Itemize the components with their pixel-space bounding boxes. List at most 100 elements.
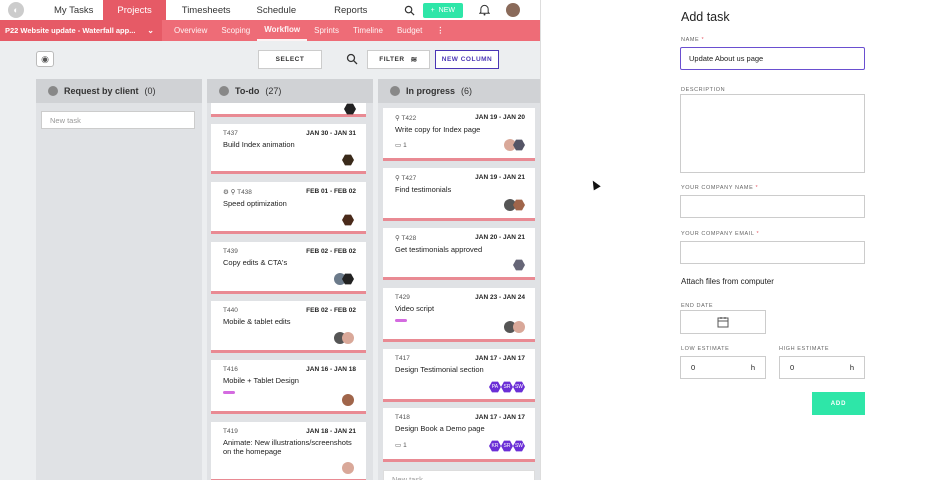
assignee-avatar: SR xyxy=(501,440,513,452)
task-title: Write copy for Index page xyxy=(395,125,481,134)
pie-icon xyxy=(219,86,229,96)
calendar-icon xyxy=(717,317,729,328)
new-task-input[interactable]: New task xyxy=(383,470,535,480)
task-id: T417 xyxy=(395,355,410,362)
assignee-avatar xyxy=(342,273,354,285)
tab-overview[interactable]: Overview xyxy=(174,26,208,35)
task-dates: JAN 19 - JAN 20 xyxy=(475,114,525,121)
more-tabs-icon[interactable]: ⋮ xyxy=(436,26,445,35)
task-card[interactable]: ⚙ ⚲ T438 FEB 01 - FEB 02 Speed optimizati… xyxy=(211,182,366,234)
task-card[interactable]: T439 FEB 02 - FEB 02 Copy edits & CTA's xyxy=(211,242,366,294)
task-id: T427 xyxy=(401,175,417,182)
task-card[interactable] xyxy=(211,103,366,117)
new-task-input[interactable]: New task xyxy=(41,111,195,129)
assignee-avatar xyxy=(513,139,525,151)
task-card[interactable]: T419 JAN 18 - JAN 21 Animate: New illustr… xyxy=(211,422,366,480)
task-id: T440 xyxy=(223,307,238,314)
task-title: Build Index animation xyxy=(223,140,295,149)
company-email-field[interactable] xyxy=(680,241,865,264)
tab-workflow[interactable]: Workflow xyxy=(257,20,308,41)
new-button[interactable]: + NEW xyxy=(422,2,463,18)
task-id: T437 xyxy=(223,130,238,137)
column-header: Request by client (0) xyxy=(36,79,202,103)
comment-number: 1 xyxy=(403,141,407,149)
task-title: Mobile & tablet edits xyxy=(223,317,291,326)
high-estimate-value: 0 xyxy=(790,363,795,372)
task-card[interactable]: ⚲ T422 JAN 19 - JAN 20 Write copy for Ind… xyxy=(383,108,535,161)
bell-icon[interactable] xyxy=(479,4,490,16)
column-count: (0) xyxy=(144,86,156,96)
new-button-label: NEW xyxy=(438,6,455,14)
task-card[interactable]: T417 JAN 17 - JAN 17 Design Testimonial s… xyxy=(383,349,535,402)
task-dates: JAN 17 - JAN 17 xyxy=(475,414,525,421)
filter-label: FILTER xyxy=(379,56,405,63)
nav-projects[interactable]: Projects xyxy=(103,0,166,20)
assignee-avatar xyxy=(513,259,525,271)
panel-title: Add task xyxy=(681,10,730,24)
task-card[interactable]: T418 JAN 17 - JAN 17 Design Book a Demo p… xyxy=(383,408,535,462)
task-id: T422 xyxy=(401,115,417,122)
task-card[interactable]: T429 JAN 23 - JAN 24 Video script xyxy=(383,288,535,342)
task-card[interactable]: T440 FEB 02 - FEB 02 Mobile & tablet edit… xyxy=(211,301,366,353)
name-label: NAME * xyxy=(681,37,705,43)
assignee-avatar xyxy=(504,199,516,211)
label-tag xyxy=(223,391,235,394)
tab-scoping[interactable]: Scoping xyxy=(221,26,251,35)
eye-icon[interactable]: ◉ xyxy=(36,51,54,67)
tab-budget[interactable]: Budget xyxy=(396,26,423,35)
description-field[interactable] xyxy=(680,94,865,173)
select-button[interactable]: SELECT xyxy=(258,50,322,69)
company-email-label: YOUR COMPANY EMAIL * xyxy=(681,231,760,237)
assignee-avatar xyxy=(504,139,516,151)
comment-number: 1 xyxy=(403,441,407,449)
end-date-label: END DATE xyxy=(681,303,714,309)
assignee-avatar xyxy=(342,332,354,344)
column-todo: To-do (27) T437 JAN 30 - JAN 31 Build Ind… xyxy=(207,79,373,480)
add-button[interactable]: ADD xyxy=(812,392,865,415)
description-label: DESCRIPTION xyxy=(681,87,726,93)
comment-count: ▭ 1 xyxy=(395,141,407,150)
tab-sprints[interactable]: Sprints xyxy=(314,26,340,35)
search-icon[interactable] xyxy=(404,5,415,16)
project-bar: P22 Website update - Waterfall app... ⌄ … xyxy=(0,20,540,41)
comment-count: ▭ 1 xyxy=(395,441,407,450)
layers-icon: ≋ xyxy=(410,55,418,64)
nav-reports[interactable]: Reports xyxy=(334,4,368,16)
assignee-avatar xyxy=(342,214,354,226)
assignee-avatar xyxy=(334,273,346,285)
task-dates: FEB 01 - FEB 02 xyxy=(306,188,356,195)
nav-my-tasks[interactable]: My Tasks xyxy=(54,4,94,16)
company-name-field[interactable] xyxy=(680,195,865,218)
project-selector[interactable]: P22 Website update - Waterfall app... ⌄ xyxy=(0,20,162,41)
attach-files-link[interactable]: Attach files from computer xyxy=(681,277,774,286)
user-avatar[interactable] xyxy=(506,3,520,17)
label-tag xyxy=(395,319,407,322)
assignee-avatar xyxy=(513,321,525,333)
task-id: T438 xyxy=(237,189,252,196)
task-card[interactable]: ⚲ T428 JAN 20 - JAN 21 Get testimonials a… xyxy=(383,228,535,280)
assignee-avatar: KR xyxy=(489,440,501,452)
pie-icon xyxy=(390,86,400,96)
end-date-picker[interactable] xyxy=(680,310,766,334)
new-column-button[interactable]: NEW COLUMN xyxy=(435,50,499,69)
add-task-panel: Add task NAME * Update About us page DES… xyxy=(540,0,926,480)
assignee-avatar xyxy=(513,199,525,211)
task-card[interactable]: ⚲ T427 JAN 19 - JAN 21 Find testimonials xyxy=(383,168,535,221)
task-title: Get testimonials approved xyxy=(395,245,483,254)
search-icon[interactable] xyxy=(346,53,358,65)
task-card[interactable]: T437 JAN 30 - JAN 31 Build Index animatio… xyxy=(211,124,366,174)
task-card[interactable]: T416 JAN 16 - JAN 18 Mobile + Tablet Desi… xyxy=(211,360,366,414)
flag-icon: ⚲ xyxy=(395,115,402,122)
task-dates: JAN 20 - JAN 21 xyxy=(475,234,525,241)
task-title: Find testimonials xyxy=(395,185,452,194)
nav-schedule[interactable]: Schedule xyxy=(256,4,297,16)
name-field[interactable]: Update About us page xyxy=(680,47,865,70)
task-title: Speed optimization xyxy=(223,199,287,208)
filter-button[interactable]: FILTER ≋ xyxy=(367,50,430,69)
tab-timeline[interactable]: Timeline xyxy=(353,26,383,35)
nav-timesheets[interactable]: Timesheets xyxy=(181,4,231,16)
app-logo-icon[interactable]: ◐ xyxy=(8,2,24,18)
flag-icon: ⚲ xyxy=(395,175,402,182)
